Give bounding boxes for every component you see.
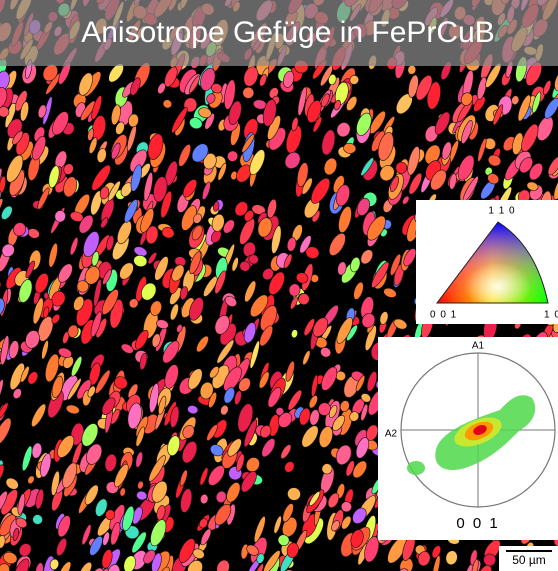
pole-figure: A1 A2 0 0 1 (378, 337, 558, 540)
pole-label-bottom: 0 0 1 (456, 515, 499, 532)
micrograph-figure: Anisotrope Gefüge in FePrCuB 1 1 0 0 0 1… (0, 0, 558, 571)
ipf-legend: 1 1 0 0 0 1 1 0 (416, 200, 558, 324)
pole-label-top: A1 (472, 341, 485, 352)
pole-density-spot (407, 461, 425, 475)
page: Anisotrope Gefüge in FePrCuB 1 1 0 0 0 1… (0, 0, 558, 571)
scale-bar: 50 µm (499, 546, 558, 571)
ipf-label-top: 1 1 0 (488, 206, 515, 217)
scale-bar-label: 50 µm (512, 553, 546, 567)
title: Anisotrope Gefüge in FePrCuB (81, 16, 495, 49)
ipf-label-left: 0 0 1 (430, 310, 457, 321)
ipf-label-right: 1 0 (544, 310, 558, 321)
pole-label-left: A2 (385, 429, 398, 440)
